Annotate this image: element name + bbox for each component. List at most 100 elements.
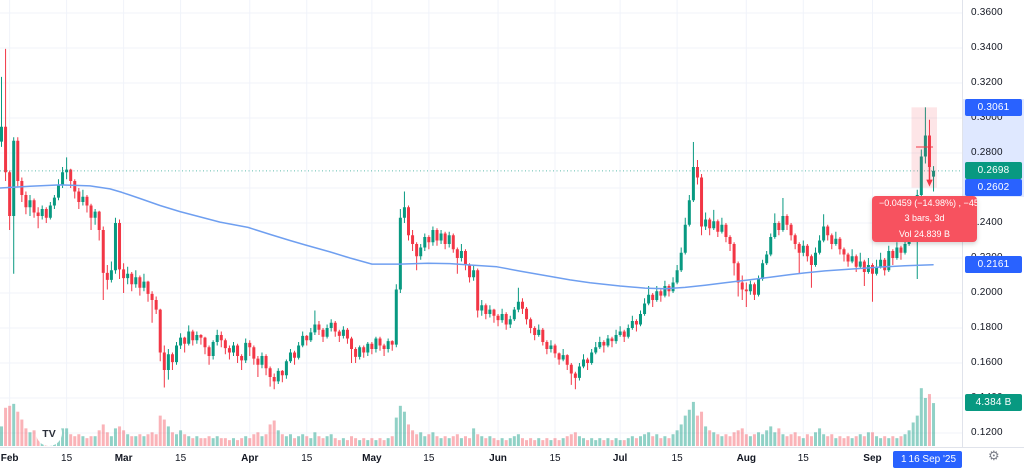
measure-tooltip: −0.0459 (−14.98%) , −459 3 bars, 3d Vol …: [872, 196, 977, 242]
candle-body: [903, 244, 907, 253]
candle-body: [183, 337, 187, 344]
candle-body: [679, 252, 683, 271]
volume-bar: [838, 436, 842, 446]
volume-bar: [451, 436, 455, 446]
volume-bar: [903, 434, 907, 446]
candle-body: [647, 294, 651, 304]
volume-bar: [170, 432, 174, 446]
time-axis[interactable]: Sep 15 Aug 15 Jul 15 Jun 15 May 15 Apr 15 Mar 15 Feb 1…: [0, 447, 1024, 470]
volume-bar: [899, 436, 903, 446]
candle-body: [830, 235, 834, 244]
candle-body: [700, 177, 704, 227]
volume-bar: [358, 440, 362, 446]
volume-bar: [231, 438, 235, 446]
volume-bar: [333, 438, 337, 446]
candle-body: [724, 224, 728, 237]
volume-bar: [687, 409, 691, 446]
volume-bar: [577, 436, 581, 446]
volume-bar: [89, 436, 93, 446]
candle-body: [61, 172, 65, 185]
volume-bar: [614, 438, 618, 446]
time-axis-label: 15: [175, 453, 187, 464]
volume-bar: [736, 430, 740, 446]
volume-bar: [830, 434, 834, 446]
volume-bar: [203, 438, 207, 446]
volume-bar: [138, 434, 142, 446]
tradingview-logo[interactable]: TV: [35, 419, 63, 452]
volume-bar: [512, 436, 516, 446]
volume-bar: [122, 430, 126, 446]
candle-body: [81, 196, 85, 202]
candle-body: [407, 207, 410, 236]
time-axis-label: Jul: [612, 453, 628, 464]
volume-bar: [573, 432, 577, 446]
volume-bar: [16, 411, 20, 446]
volume-bar: [215, 436, 219, 446]
candle-body: [122, 269, 126, 279]
candle-body: [557, 353, 561, 360]
volume-bar: [704, 426, 708, 446]
candle-body: [655, 291, 659, 300]
volume-bar: [675, 430, 679, 446]
volume-bar: [435, 436, 439, 446]
candle-body: [97, 211, 101, 230]
volume-bar: [325, 436, 329, 446]
volume-bar: [65, 428, 69, 446]
volume-bar: [740, 428, 744, 446]
candle-body: [614, 335, 618, 342]
volume-bar: [423, 436, 427, 446]
volume-bar: [8, 405, 12, 446]
candle-body: [622, 331, 626, 337]
gear-icon[interactable]: ⚙: [988, 448, 1000, 463]
candle-body: [8, 172, 12, 216]
candle-body: [207, 347, 211, 356]
price-axis[interactable]: 0.12000.14000.16000.18000.20000.22000.24…: [962, 0, 1024, 447]
price-axis-label: 0.3600: [971, 7, 1003, 18]
volume-bar: [439, 438, 443, 446]
candle-body: [93, 211, 97, 218]
candle-body: [36, 212, 40, 216]
candle-body: [630, 321, 634, 328]
candle-body: [883, 259, 887, 271]
ma-value-badge: 0.2161: [965, 256, 1022, 273]
candle-body: [382, 345, 386, 349]
volume-bar: [105, 432, 109, 446]
volume-bar: [415, 434, 419, 446]
volume-bar: [911, 422, 915, 446]
volume-bar: [533, 440, 537, 446]
candle-body: [40, 209, 44, 216]
volume-bar: [154, 434, 158, 446]
candle-body: [744, 289, 748, 292]
volume-bar: [394, 417, 398, 446]
volume-bar: [341, 438, 345, 446]
candle-body: [451, 235, 455, 250]
candle-body: [244, 342, 248, 361]
price-axis-label: 0.1600: [971, 357, 1003, 368]
volume-bar: [69, 434, 73, 446]
candle-body: [439, 233, 443, 241]
time-axis-label: 15: [549, 453, 561, 464]
measure-low-badge: 0.2602: [965, 179, 1022, 196]
measure-arrow-head: [926, 179, 933, 187]
candle-body: [378, 338, 382, 346]
candle-body: [199, 335, 203, 338]
candle-body: [691, 167, 695, 201]
volume-bar: [378, 438, 382, 446]
volume-bar: [260, 436, 264, 446]
candle-body: [781, 216, 785, 230]
candle-body: [854, 256, 858, 267]
volume-bar: [248, 438, 252, 446]
candle-body: [785, 216, 789, 225]
price-axis-label: 0.3400: [971, 42, 1003, 53]
candle-body: [350, 338, 354, 349]
volume-bar: [801, 438, 805, 446]
candle-body: [541, 329, 545, 342]
volume-bar: [130, 436, 134, 446]
volume-bar: [809, 436, 813, 446]
candle-body: [809, 256, 813, 265]
candle-body: [16, 140, 20, 181]
volume-bar: [695, 415, 699, 446]
candle-body: [309, 332, 313, 341]
